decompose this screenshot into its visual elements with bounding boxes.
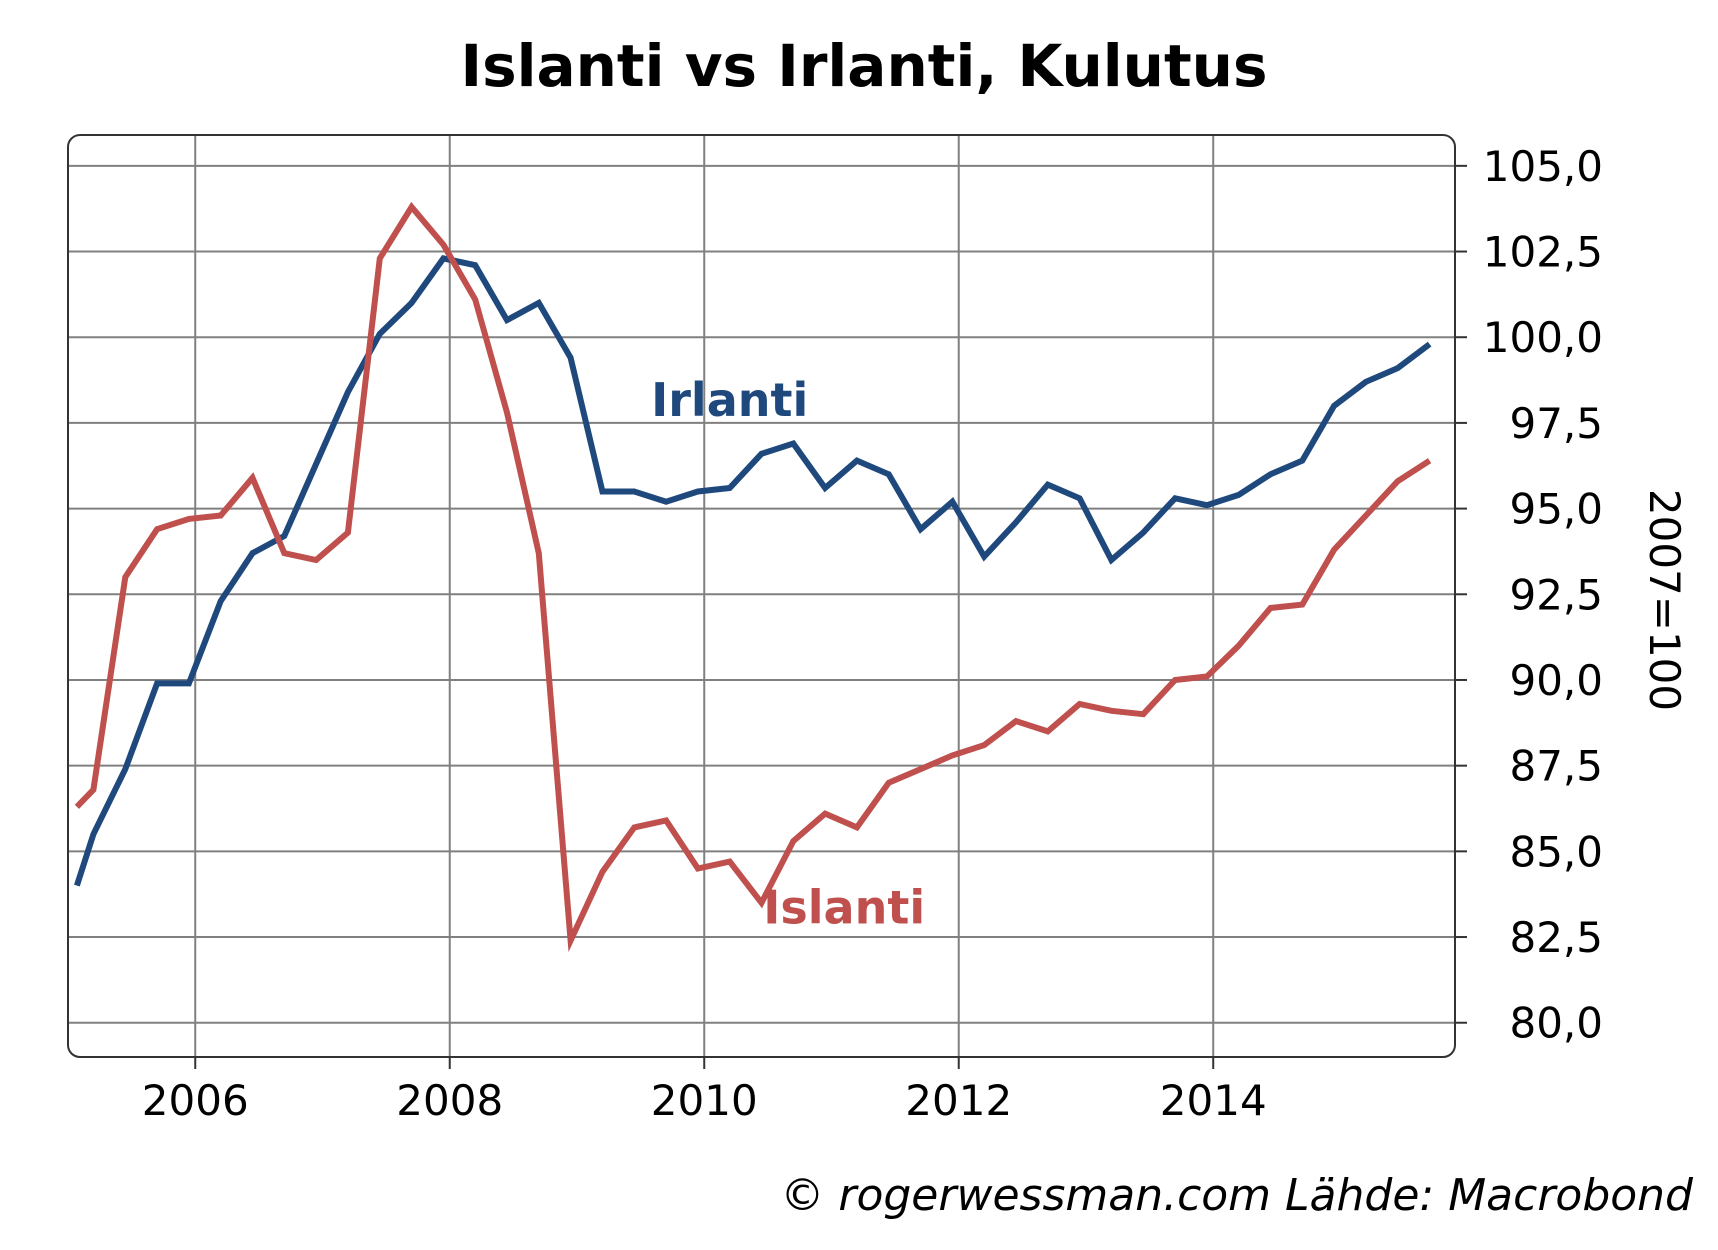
series-lines — [74, 201, 1432, 953]
grid — [68, 135, 1455, 1057]
x-tick-label: 2014 — [1160, 1076, 1267, 1125]
y-axis: 80,0 82,5 85,0 87,5 90,0 92,5 95,0 97,5 100,0 102… — [1455, 142, 1603, 1048]
x-tick-label: 2012 — [905, 1076, 1012, 1125]
series-label-irlanti: Irlanti — [651, 373, 808, 427]
plot-frame — [67, 134, 1456, 1058]
y-tick-label: 85,0 — [1509, 827, 1603, 876]
chart-title: Islanti vs Irlanti, Kulutus — [461, 32, 1268, 100]
y-tick-label: 105,0 — [1483, 142, 1603, 191]
y-tick-label: 90,0 — [1509, 656, 1603, 705]
y-tick-label: 82,5 — [1509, 913, 1603, 962]
y-axis-label: 2007=100 — [1640, 489, 1689, 711]
x-tick-label: 2010 — [651, 1076, 758, 1125]
y-tick-label: 95,0 — [1509, 485, 1603, 534]
series-labels: Irlanti Islanti — [651, 373, 925, 934]
x-tick-label: 2008 — [396, 1076, 503, 1125]
y-tick-label: 102,5 — [1483, 228, 1603, 277]
x-tick-label: 2006 — [142, 1076, 249, 1125]
x-axis: 2006 2008 2010 2012 2014 — [142, 1057, 1267, 1125]
y-tick-label: 80,0 — [1509, 999, 1603, 1048]
series-line-islanti — [74, 201, 1432, 953]
y-tick-label: 92,5 — [1509, 570, 1603, 619]
y-tick-label: 97,5 — [1509, 399, 1603, 448]
series-label-islanti: Islanti — [763, 880, 925, 934]
series-line-irlanti — [74, 255, 1432, 887]
y-tick-label: 87,5 — [1509, 742, 1603, 791]
source-credit: © rogerwessman.com Lähde: Macrobond — [780, 1170, 1694, 1221]
y-tick-label: 100,0 — [1483, 313, 1603, 362]
